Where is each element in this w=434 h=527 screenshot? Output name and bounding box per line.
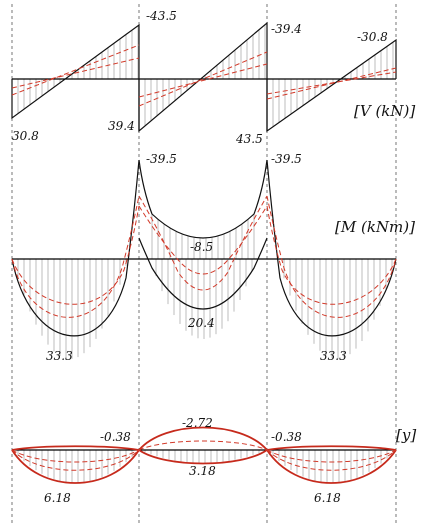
deflection-case-span2-a (138, 440, 268, 451)
shear-load-cases (11, 44, 397, 107)
moment-case-span1-a (11, 195, 140, 318)
deflection-case-span1-a (11, 449, 140, 471)
shear-case-span1-a (11, 44, 140, 96)
moment-label-span3-positive: 33.3 (320, 349, 347, 363)
moment-case-span2-a (138, 195, 268, 291)
shear-title: [V (kN)] (354, 102, 415, 120)
moment-label-support1: -39.5 (146, 152, 177, 166)
deflection-case-span3-a (266, 449, 397, 471)
shear-panel: 30.8 -43.5 39.4 -39.4 43.5 -30.8 [V (kN)… (11, 9, 415, 146)
moment-label-support2: -39.5 (271, 152, 302, 166)
shear-envelope-span1 (11, 23, 140, 131)
deflection-case-span3-b (266, 449, 397, 463)
moment-envelope-span2-top (138, 159, 268, 239)
deflection-envelope-span2-down (138, 449, 268, 465)
deflection-label-span3-positive: 6.18 (314, 491, 341, 505)
shear-case-span3-b (266, 71, 397, 95)
deflection-envelope-span2-up (138, 426, 268, 451)
shear-case-span2-b (138, 63, 268, 98)
moment-load-cases (11, 195, 397, 318)
deflection-label-right-negative: -0.38 (271, 430, 302, 444)
moment-case-span3-b (266, 205, 397, 305)
shear-label-support2-bottom: 43.5 (235, 132, 263, 146)
moment-envelope-span1 (11, 159, 140, 337)
deflection-panel: -0.38 -2.72 -0.38 3.18 6.18 6.18 [y] (11, 416, 416, 505)
moment-panel: -39.5 -39.5 -8.5 20.4 33.3 33.3 [M (kNm)… (11, 152, 415, 363)
shear-label-left: 30.8 (12, 129, 39, 143)
deflection-envelope-span3-high (266, 445, 397, 451)
moment-label-span2-negative: -8.5 (190, 240, 213, 254)
deflection-envelope-span3-low (266, 449, 397, 484)
deflection-label-left-negative: -0.38 (100, 430, 131, 444)
moment-case-span1-b (11, 205, 140, 305)
deflection-label-span1-positive: 6.18 (44, 491, 71, 505)
shear-label-span3-top: -30.8 (357, 30, 388, 44)
shear-label-support2-top: -39.4 (271, 22, 302, 36)
moment-case-span3-a (266, 195, 397, 318)
shear-envelope-span3 (266, 38, 397, 133)
deflection-label-mid-negative: -2.72 (182, 416, 213, 430)
moment-envelope (11, 159, 397, 337)
shear-case-span2-a (138, 51, 268, 107)
deflection-envelope-span1-low (11, 449, 140, 484)
deflection-case-span1-b (11, 449, 140, 463)
deflection-envelope (11, 426, 397, 484)
deflection-hatch-lines (17, 450, 394, 483)
moment-envelope-span2-bottom (138, 237, 268, 310)
deflection-load-cases (11, 440, 397, 471)
moment-title: [M (kNm)] (335, 218, 415, 236)
shear-envelope (11, 21, 397, 133)
shear-envelope-span2 (138, 21, 268, 133)
deflection-title: [y] (396, 426, 416, 444)
moment-envelope-span3 (266, 159, 397, 337)
shear-label-support1-bottom: 39.4 (108, 119, 135, 133)
moment-label-span1-positive: 33.3 (46, 349, 73, 363)
deflection-envelope-span1-high (11, 445, 140, 451)
moment-label-span2-positive: 20.4 (187, 316, 215, 330)
deflection-label-mid-positive: 3.18 (189, 464, 216, 478)
shear-label-support1-top: -43.5 (146, 9, 177, 23)
shear-hatch-lines (17, 24, 394, 127)
moment-case-span2-b (138, 205, 268, 275)
shear-case-span1-b (11, 57, 140, 89)
